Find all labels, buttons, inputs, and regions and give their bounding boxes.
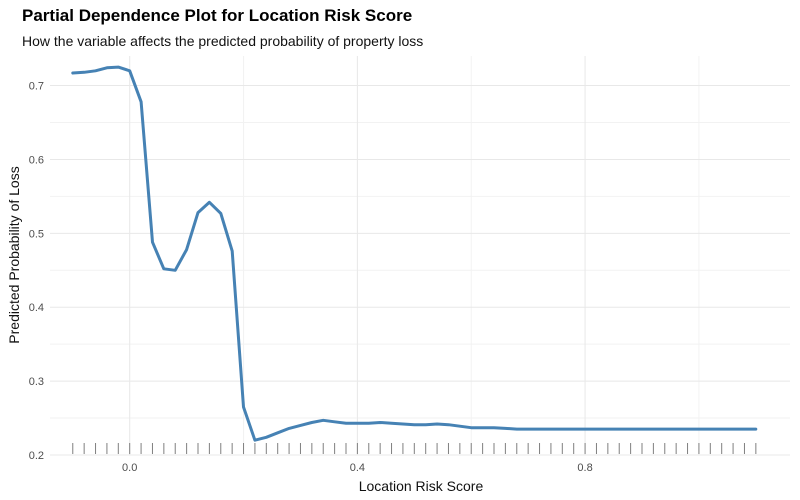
major-gridlines bbox=[50, 56, 790, 456]
series-line bbox=[71, 65, 758, 442]
series-layer bbox=[71, 65, 758, 442]
x-axis-title: Location Risk Score bbox=[359, 478, 484, 494]
y-axis-title: Predicted Probability of Loss bbox=[6, 166, 22, 343]
x-tick-label: 0.8 bbox=[577, 462, 592, 474]
x-tick-label: 0.0 bbox=[122, 462, 137, 474]
y-tick-label: 0.7 bbox=[29, 81, 44, 93]
y-tick-label: 0.5 bbox=[29, 228, 44, 240]
y-tick-label: 0.3 bbox=[29, 376, 44, 388]
y-tick-label: 0.4 bbox=[29, 302, 44, 314]
x-axis-ticks: 0.0 0.4 0.8 bbox=[122, 462, 593, 474]
y-tick-label: 0.2 bbox=[29, 450, 44, 462]
minor-gridlines bbox=[50, 56, 790, 455]
rug-marks bbox=[72, 443, 757, 454]
chart-title: Partial Dependence Plot for Location Ris… bbox=[22, 6, 413, 25]
y-tick-label: 0.6 bbox=[29, 154, 44, 166]
x-tick-label: 0.4 bbox=[350, 462, 365, 474]
y-axis-ticks: 0.2 0.3 0.4 0.5 0.6 0.7 bbox=[29, 81, 44, 462]
chart-subtitle: How the variable affects the predicted p… bbox=[22, 33, 424, 49]
